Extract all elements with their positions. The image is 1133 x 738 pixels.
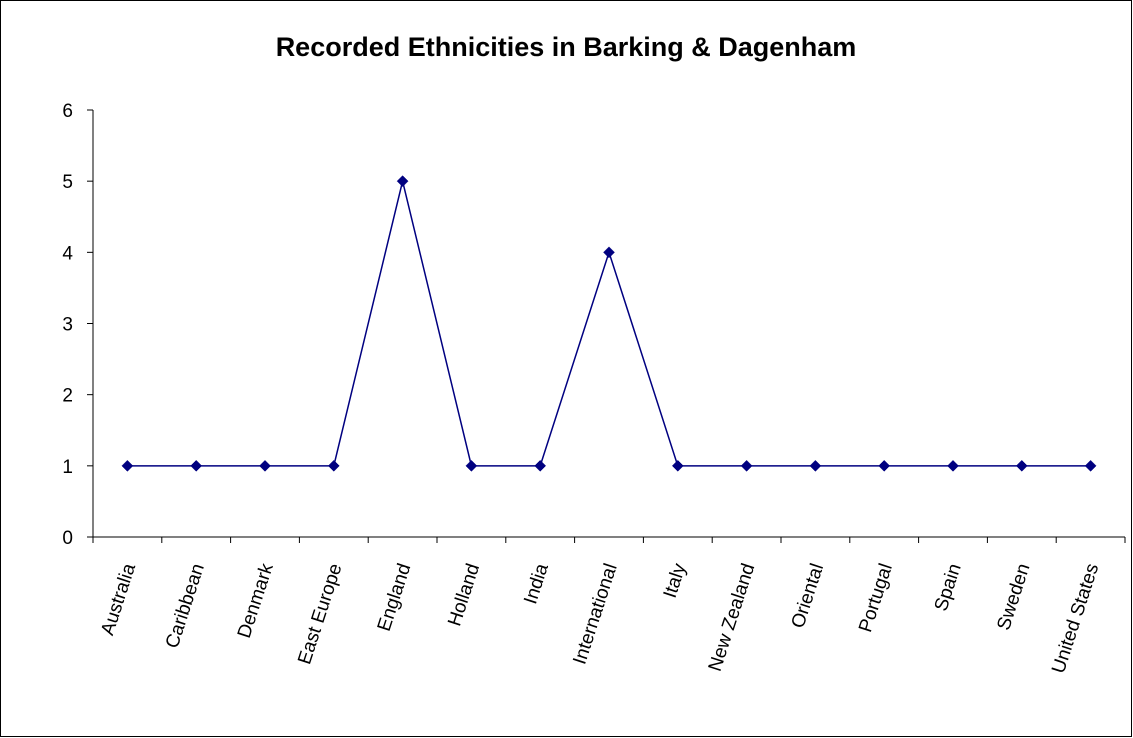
x-tick-label: Holland <box>444 561 484 629</box>
x-tick-label: Italy <box>660 561 691 601</box>
data-point <box>809 459 822 472</box>
x-axis-ticks: Australia Caribbean Denmark East Europe Engl… <box>92 537 1126 676</box>
x-tick-label: Portugal <box>855 561 897 635</box>
data-point <box>121 459 134 472</box>
y-tick-label: 3 <box>62 315 73 336</box>
chart-title: Recorded Ethnicities in Barking & Dagenh… <box>275 32 857 62</box>
data-point <box>1015 459 1028 472</box>
x-tick-label: Australia <box>97 561 140 638</box>
data-point <box>671 459 684 472</box>
data-point <box>878 459 891 472</box>
data-point <box>603 246 615 259</box>
x-tick-label: New Zealand <box>705 561 760 674</box>
data-point <box>396 175 409 188</box>
data-point <box>1084 459 1097 472</box>
y-axis-ticks: 0 1 2 3 4 5 6 <box>62 101 93 549</box>
x-tick-label: England <box>374 561 416 634</box>
data-point <box>947 459 959 472</box>
series-line <box>127 180 1091 467</box>
data-point <box>190 459 203 472</box>
y-tick-label: 6 <box>62 101 73 122</box>
axes <box>92 110 1125 538</box>
x-tick-label: Sweden <box>993 561 1034 633</box>
x-tick-label: Oriental <box>788 561 829 631</box>
x-tick-label: India <box>520 561 553 607</box>
x-tick-label: Caribbean <box>162 561 209 651</box>
y-tick-label: 1 <box>62 457 73 478</box>
x-tick-label: International <box>569 561 621 667</box>
x-tick-label: Denmark <box>234 561 278 641</box>
x-tick-label: East Europe <box>294 561 346 667</box>
y-tick-label: 2 <box>62 386 73 407</box>
x-tick-label: Spain <box>931 561 966 614</box>
y-tick-label: 5 <box>62 172 73 193</box>
data-point <box>740 459 753 472</box>
x-tick-label: United States <box>1048 561 1103 676</box>
data-point <box>327 459 340 472</box>
series-group <box>121 175 1097 472</box>
data-point <box>259 459 271 472</box>
y-tick-label: 0 <box>62 528 73 549</box>
y-tick-label: 4 <box>62 243 73 264</box>
data-point <box>465 459 478 472</box>
data-point <box>534 459 547 472</box>
